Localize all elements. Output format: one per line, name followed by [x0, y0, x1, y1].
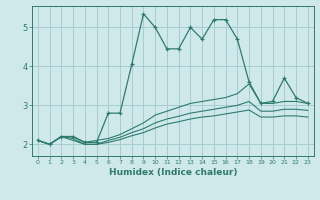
- X-axis label: Humidex (Indice chaleur): Humidex (Indice chaleur): [108, 168, 237, 177]
